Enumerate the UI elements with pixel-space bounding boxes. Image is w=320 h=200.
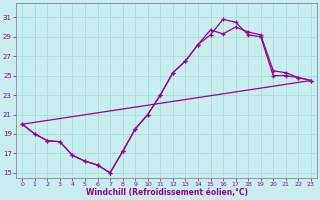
X-axis label: Windchill (Refroidissement éolien,°C): Windchill (Refroidissement éolien,°C) — [85, 188, 248, 197]
